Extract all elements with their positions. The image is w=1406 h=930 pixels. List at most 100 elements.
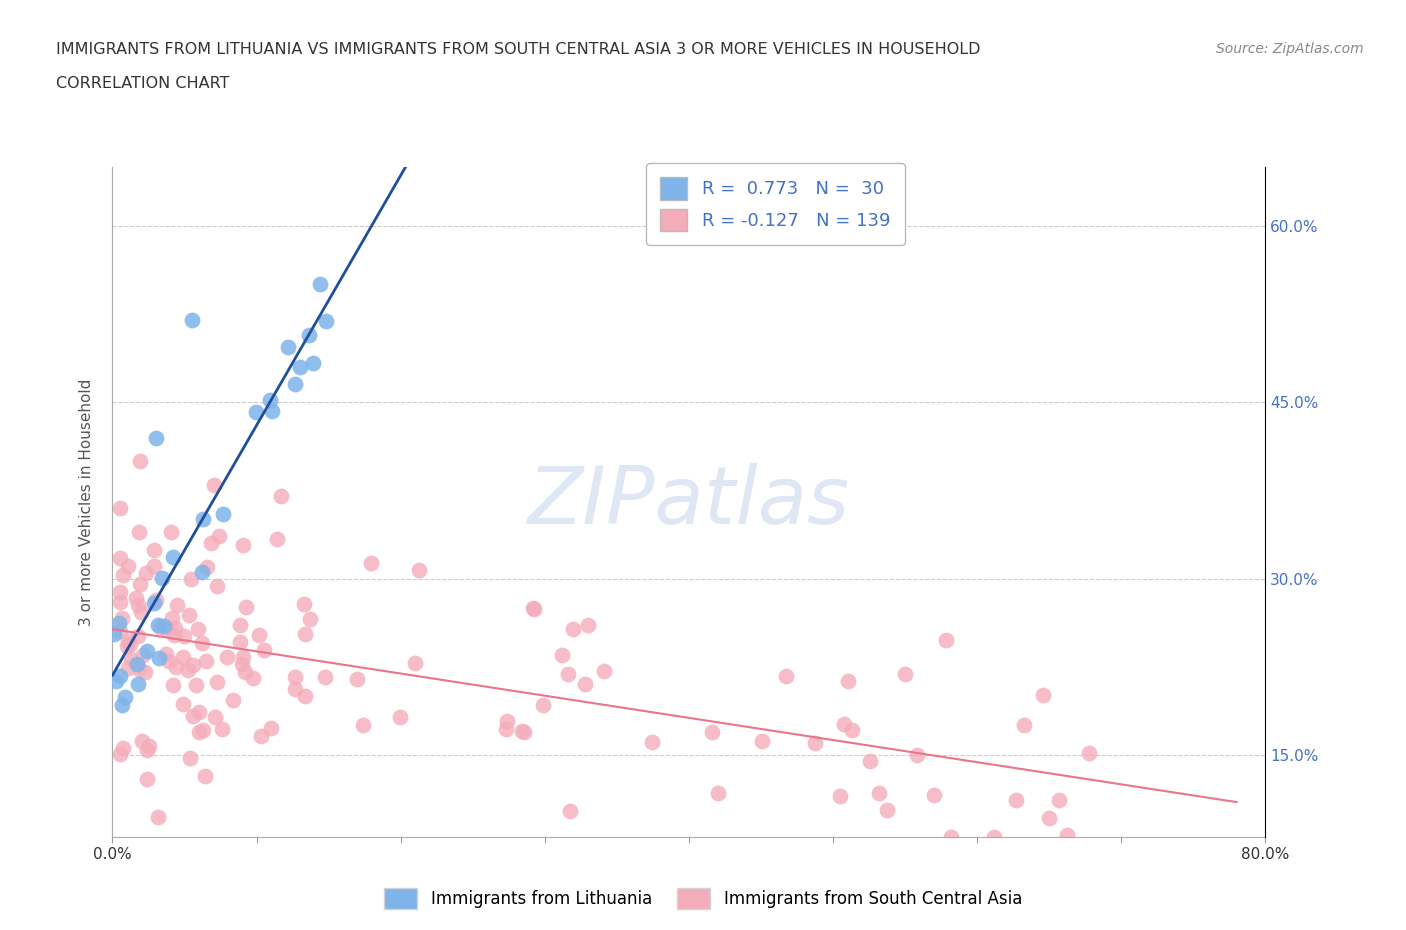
Point [832, 717, 855, 732]
Point [193, 723, 215, 737]
Point [284, 670, 307, 684]
Point [165, 659, 187, 674]
Point [166, 597, 188, 612]
Point [360, 555, 382, 570]
Point [558, 804, 581, 818]
Point [191, 635, 214, 650]
Point [212, 506, 235, 521]
Point [523, 602, 546, 617]
Point [191, 565, 214, 580]
Point [162, 550, 184, 565]
Point [103, 627, 125, 642]
Point [148, 650, 170, 665]
Point [260, 721, 283, 736]
Point [194, 768, 217, 783]
Point [250, 729, 273, 744]
Point [108, 551, 131, 565]
Point [131, 604, 153, 619]
Point [149, 619, 172, 634]
Point [837, 674, 859, 689]
Point [135, 565, 157, 580]
Point [180, 312, 202, 327]
Point [284, 682, 307, 697]
Point [134, 665, 156, 680]
Point [830, 788, 852, 803]
Point [145, 592, 167, 607]
Point [245, 405, 267, 419]
Point [155, 646, 177, 661]
Point [146, 810, 169, 825]
Point [352, 718, 374, 733]
Point [935, 633, 957, 648]
Point [112, 741, 135, 756]
Point [641, 735, 664, 750]
Point [146, 618, 169, 632]
Point [314, 670, 336, 684]
Point [1038, 811, 1060, 826]
Point [142, 558, 165, 573]
Point [127, 629, 149, 644]
Point [200, 536, 222, 551]
Point [129, 454, 152, 469]
Point [233, 665, 256, 680]
Point [531, 698, 554, 712]
Point [187, 724, 209, 739]
Point [155, 621, 177, 636]
Point [163, 627, 186, 642]
Point [270, 489, 292, 504]
Point [510, 724, 533, 738]
Point [266, 532, 288, 547]
Point [108, 624, 131, 639]
Point [841, 723, 863, 737]
Point [292, 597, 315, 612]
Point [136, 743, 159, 758]
Point [389, 710, 412, 724]
Point [162, 677, 184, 692]
Point [557, 667, 579, 682]
Point [284, 377, 307, 392]
Point [922, 788, 945, 803]
Point [211, 722, 233, 737]
Point [277, 339, 299, 354]
Point [183, 709, 205, 724]
Point [114, 689, 136, 704]
Point [513, 724, 536, 739]
Point [260, 404, 283, 418]
Point [309, 277, 332, 292]
Point [115, 639, 138, 654]
Point [104, 673, 127, 688]
Point [204, 710, 226, 724]
Point [1056, 828, 1078, 843]
Point [301, 355, 323, 370]
Point [859, 754, 882, 769]
Point [404, 656, 426, 671]
Point [235, 600, 257, 615]
Point [205, 578, 228, 593]
Point [242, 671, 264, 685]
Point [142, 543, 165, 558]
Point [153, 618, 176, 633]
Legend: R =  0.773   N =  30, R = -0.127   N = 139: R = 0.773 N = 30, R = -0.127 N = 139 [645, 163, 905, 245]
Point [111, 610, 134, 625]
Text: ZIPatlas: ZIPatlas [527, 463, 851, 541]
Point [495, 713, 517, 728]
Point [1047, 792, 1070, 807]
Point [117, 661, 139, 676]
Point [120, 651, 142, 666]
Legend: Immigrants from Lithuania, Immigrants from South Central Asia: Immigrants from Lithuania, Immigrants fr… [375, 880, 1031, 917]
Point [128, 577, 150, 591]
Point [173, 629, 195, 644]
Point [229, 618, 252, 632]
Point [135, 644, 157, 658]
Point [207, 674, 229, 689]
Point [876, 803, 898, 817]
Point [127, 657, 149, 671]
Point [593, 663, 616, 678]
Point [288, 360, 311, 375]
Point [259, 392, 281, 407]
Point [118, 637, 141, 652]
Point [232, 650, 254, 665]
Point [128, 525, 150, 539]
Point [108, 615, 131, 630]
Point [1012, 718, 1035, 733]
